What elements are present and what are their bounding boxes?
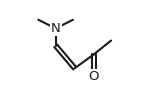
Text: O: O [88, 70, 99, 83]
Text: N: N [51, 22, 61, 35]
